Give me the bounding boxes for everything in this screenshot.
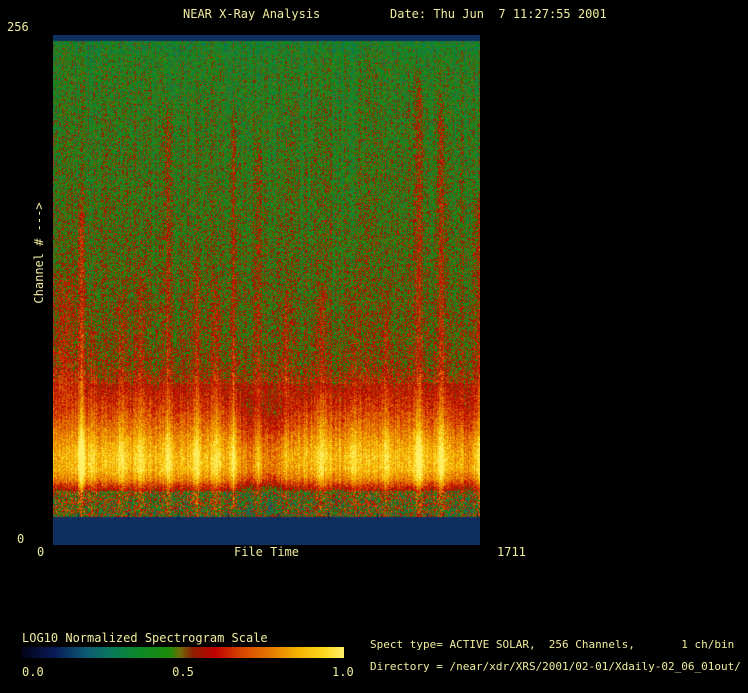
y-axis-max-label: 256 (7, 20, 29, 34)
spectrogram-plot (53, 35, 480, 545)
x-axis-title: File Time (233, 545, 300, 559)
colorbar-tick-mid: 0.5 (172, 665, 194, 679)
directory-line: Directory = /near/xdr/XRS/2001/02-01/Xda… (370, 660, 741, 673)
header-date: Date: Thu Jun 7 11:27:55 2001 (390, 7, 607, 21)
spect-type-line: Spect type= ACTIVE SOLAR, 256 Channels, … (370, 638, 735, 651)
colorbar-title: LOG10 Normalized Spectrogram Scale (22, 631, 268, 645)
y-axis-min-label: 0 (17, 532, 25, 546)
colorbar-gradient (22, 647, 344, 658)
y-axis-title: Channel # ---> (32, 202, 46, 304)
x-axis-max-label: 1711 (497, 545, 526, 559)
colorbar-tick-min: 0.0 (22, 665, 44, 679)
colorbar-tick-max: 1.0 (332, 665, 354, 679)
page-title: NEAR X-Ray Analysis (183, 7, 321, 21)
x-axis-min-label: 0 (37, 545, 45, 559)
